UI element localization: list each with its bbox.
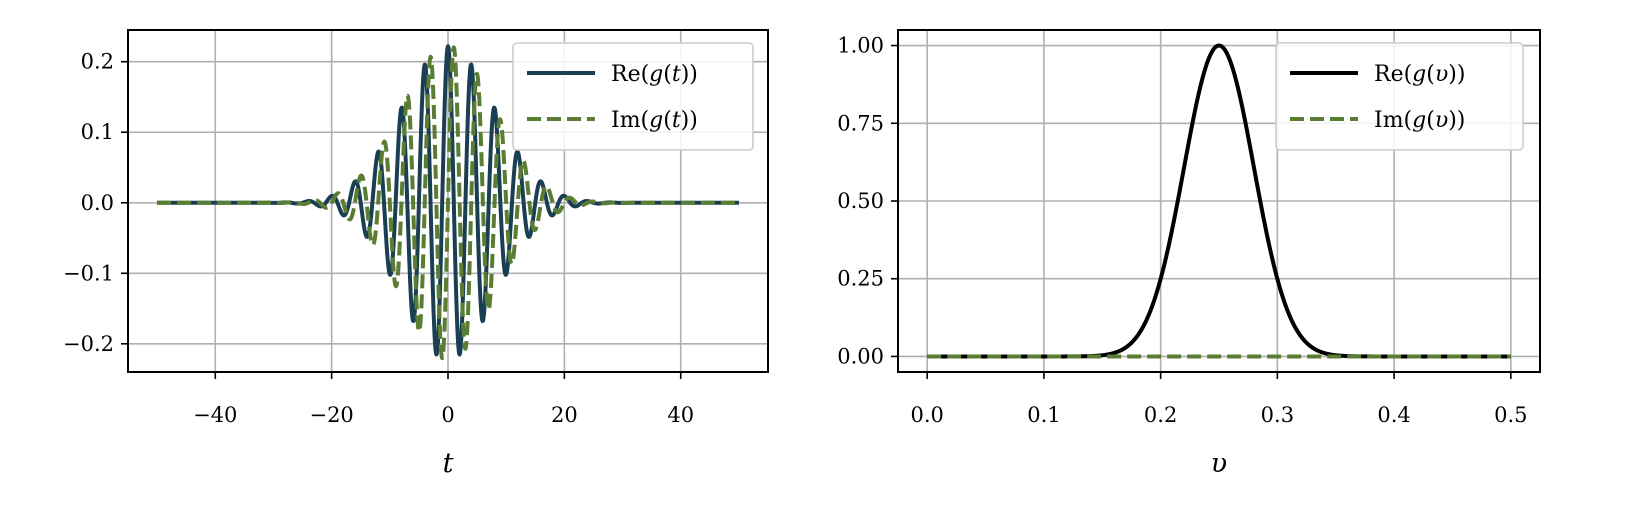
frequency-domain-plot: 0.0 0.1 0.2 0.3 0.4 0.5 0.00 0.25 0.50 0.75 1.00 υ R…: [837, 29, 1541, 479]
x-tick-label: −20: [309, 403, 353, 427]
x-tick-label: 40: [667, 403, 694, 427]
x-tick-label: 0.5: [1494, 403, 1527, 427]
x-tick-label: 0.4: [1377, 403, 1410, 427]
legend-box: [512, 42, 754, 151]
y-tick-label: 0.2: [81, 50, 114, 74]
y-tick-label: 0.1: [81, 120, 114, 144]
legend-label: Re(g(t)): [611, 62, 698, 87]
x-tick-label: 20: [551, 403, 578, 427]
legend-label: Im(g(t)): [611, 108, 698, 133]
x-tick-label: 0.3: [1261, 403, 1294, 427]
x-axis-label: υ: [1211, 448, 1227, 479]
y-tick-label: 0.00: [837, 344, 884, 368]
y-tick-label: 0.0: [81, 191, 114, 215]
y-tick-label: 0.50: [837, 189, 884, 213]
y-tick-label: −0.2: [63, 332, 114, 356]
x-tick-label: 0.1: [1027, 403, 1060, 427]
x-axis-label: t: [443, 448, 454, 479]
legend-label: Re(g(υ)): [1374, 62, 1465, 87]
x-tick-label: 0.2: [1144, 403, 1177, 427]
legend: Re(g(t)) Im(g(t)): [512, 42, 754, 151]
x-tick-label: 0.0: [910, 403, 943, 427]
x-tick-label: −40: [193, 403, 237, 427]
legend-box: [1275, 42, 1524, 151]
x-tick-label: 0: [441, 403, 454, 427]
series-line-Im(g(t)): [155, 45, 741, 361]
time-domain-plot: −40 −20 0 20 40 −0.2 −0.1 0.0 0.1 0.2 t Re(g(t)) Im(…: [63, 29, 769, 479]
y-tick-label: 0.25: [837, 267, 884, 291]
y-tick-label: 1.00: [837, 34, 884, 58]
y-tick-label: 0.75: [837, 111, 884, 135]
legend-label: Im(g(υ)): [1374, 108, 1465, 133]
y-tick-label: −0.1: [63, 261, 114, 285]
legend: Re(g(υ)) Im(g(υ)): [1275, 42, 1524, 151]
